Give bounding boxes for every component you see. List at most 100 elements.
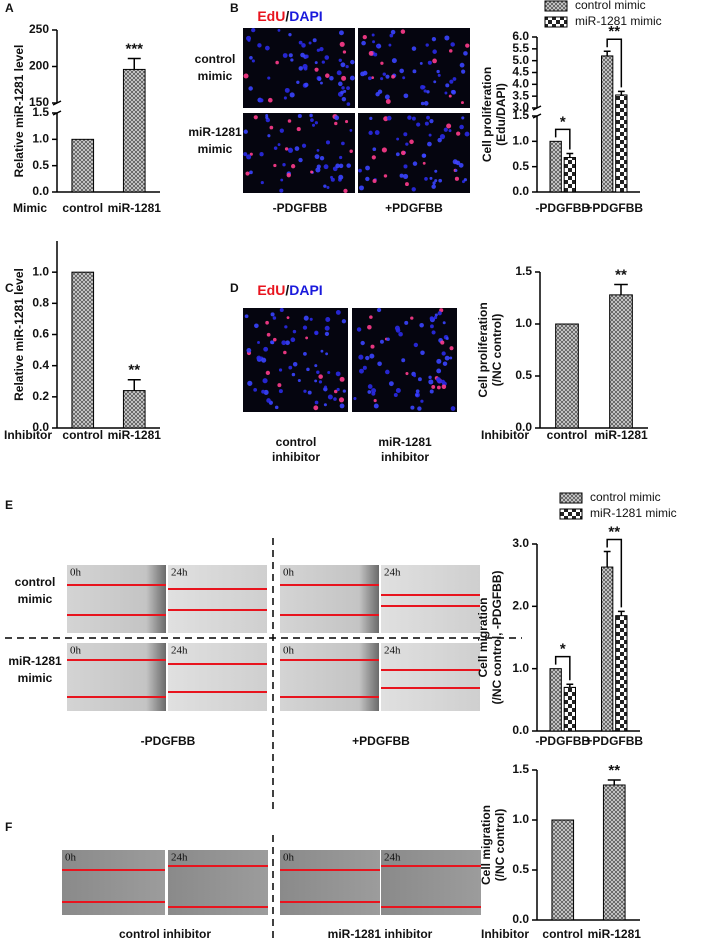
cell-nucleus: [410, 405, 415, 410]
cell-nucleus: [431, 384, 436, 389]
cell-nucleus: [385, 99, 391, 104]
cell-nucleus: [263, 346, 269, 352]
cell-nucleus: [398, 331, 403, 337]
cell-nucleus: [270, 340, 275, 345]
cell-nucleus: [284, 325, 288, 329]
cell-nucleus: [307, 390, 312, 395]
cell-nucleus: [461, 69, 466, 74]
cell-nucleus: [259, 98, 264, 103]
cell-nucleus: [277, 383, 282, 388]
cell-nucleus: [313, 405, 319, 411]
cell-nucleus: [419, 61, 423, 65]
image-label: control: [15, 575, 56, 589]
cell-nucleus: [302, 63, 308, 70]
x-tick-label: -PDGFBB: [535, 734, 590, 748]
y-tick-label: 150: [29, 95, 49, 109]
cell-nucleus: [415, 393, 419, 397]
cell-nucleus: [340, 90, 344, 95]
cell-nucleus: [349, 129, 353, 132]
cell-nucleus: [441, 379, 445, 384]
y-tick-label: 0.6: [32, 327, 49, 341]
cell-nucleus: [371, 391, 376, 396]
panel-label: D: [230, 281, 239, 295]
cell-nucleus: [339, 403, 345, 409]
y-axis-label: (Edu/DAPI): [494, 83, 508, 146]
cell-nucleus: [346, 163, 351, 168]
cell-nucleus: [304, 82, 309, 88]
cell-nucleus: [338, 174, 344, 180]
cell-nucleus: [267, 134, 271, 138]
cell-nucleus: [359, 185, 364, 191]
cell-nucleus: [341, 96, 347, 102]
y-tick-label: 5.5: [512, 41, 529, 55]
cell-nucleus: [350, 59, 355, 65]
cell-nucleus: [461, 116, 465, 120]
scratch-bg: [381, 565, 480, 633]
cell-nucleus: [434, 313, 438, 317]
cell-nucleus: [436, 358, 442, 364]
cell-nucleus: [306, 367, 310, 372]
stain-dapi: DAPI: [289, 8, 322, 24]
bar: [549, 668, 562, 732]
cell-nucleus: [261, 389, 266, 394]
micrograph: [243, 27, 355, 108]
x-tick-label: control: [542, 927, 583, 941]
cell-nucleus: [336, 70, 342, 76]
cell-nucleus: [450, 42, 455, 47]
cell-nucleus: [429, 389, 434, 394]
cell-nucleus: [410, 316, 414, 320]
cell-nucleus: [405, 371, 409, 376]
cell-nucleus: [324, 385, 327, 389]
cell-nucleus: [334, 121, 338, 126]
cell-nucleus: [389, 33, 394, 38]
cell-nucleus: [438, 178, 443, 183]
cell-nucleus: [420, 350, 425, 355]
cell-nucleus: [277, 28, 281, 32]
scratch-image: 24h: [381, 565, 480, 633]
cell-nucleus: [314, 121, 318, 125]
cell-nucleus: [449, 356, 453, 360]
y-tick-label: 1.5: [512, 762, 529, 776]
cell-nucleus: [391, 74, 395, 79]
cell-nucleus: [442, 361, 448, 366]
cell-nucleus: [425, 43, 429, 47]
cell-nucleus: [445, 83, 450, 88]
cell-nucleus: [314, 154, 320, 160]
cell-nucleus: [318, 380, 323, 384]
cell-nucleus: [341, 86, 345, 90]
cell-nucleus: [370, 344, 375, 349]
scratch-image: 24h: [168, 565, 267, 633]
micrograph: [243, 308, 348, 412]
cell-nucleus: [356, 327, 362, 332]
cell-nucleus: [281, 340, 287, 346]
y-tick-label: 0.5: [515, 368, 532, 382]
y-tick-label: 1.5: [515, 264, 532, 278]
cell-nucleus: [380, 77, 384, 81]
scratch-image: 24h: [168, 643, 267, 711]
cell-nucleus: [298, 40, 303, 45]
cell-nucleus: [323, 184, 327, 188]
error-bar: [607, 779, 621, 785]
cell-nucleus: [393, 393, 398, 398]
time-label: 0h: [70, 567, 82, 579]
y-axis-label: Cell migration: [479, 805, 493, 885]
cell-nucleus: [423, 89, 427, 93]
time-label: 0h: [70, 645, 82, 657]
cell-nucleus: [338, 30, 344, 36]
image-label: miR-1281: [378, 435, 432, 449]
panel-label: E: [5, 498, 13, 512]
cell-nucleus: [386, 115, 392, 121]
cell-nucleus: [324, 325, 330, 331]
cell-nucleus: [384, 94, 390, 100]
cell-nucleus: [427, 60, 432, 65]
cell-nucleus: [279, 188, 284, 193]
cell-nucleus: [275, 60, 279, 65]
cell-nucleus: [349, 75, 355, 81]
cell-nucleus: [429, 176, 433, 180]
y-tick-label: 0.0: [32, 184, 49, 198]
cell-nucleus: [261, 357, 267, 363]
y-tick-label: 3.5: [512, 88, 529, 102]
cell-nucleus: [304, 54, 309, 59]
cell-nucleus: [254, 323, 259, 329]
cell-nucleus: [450, 406, 456, 411]
